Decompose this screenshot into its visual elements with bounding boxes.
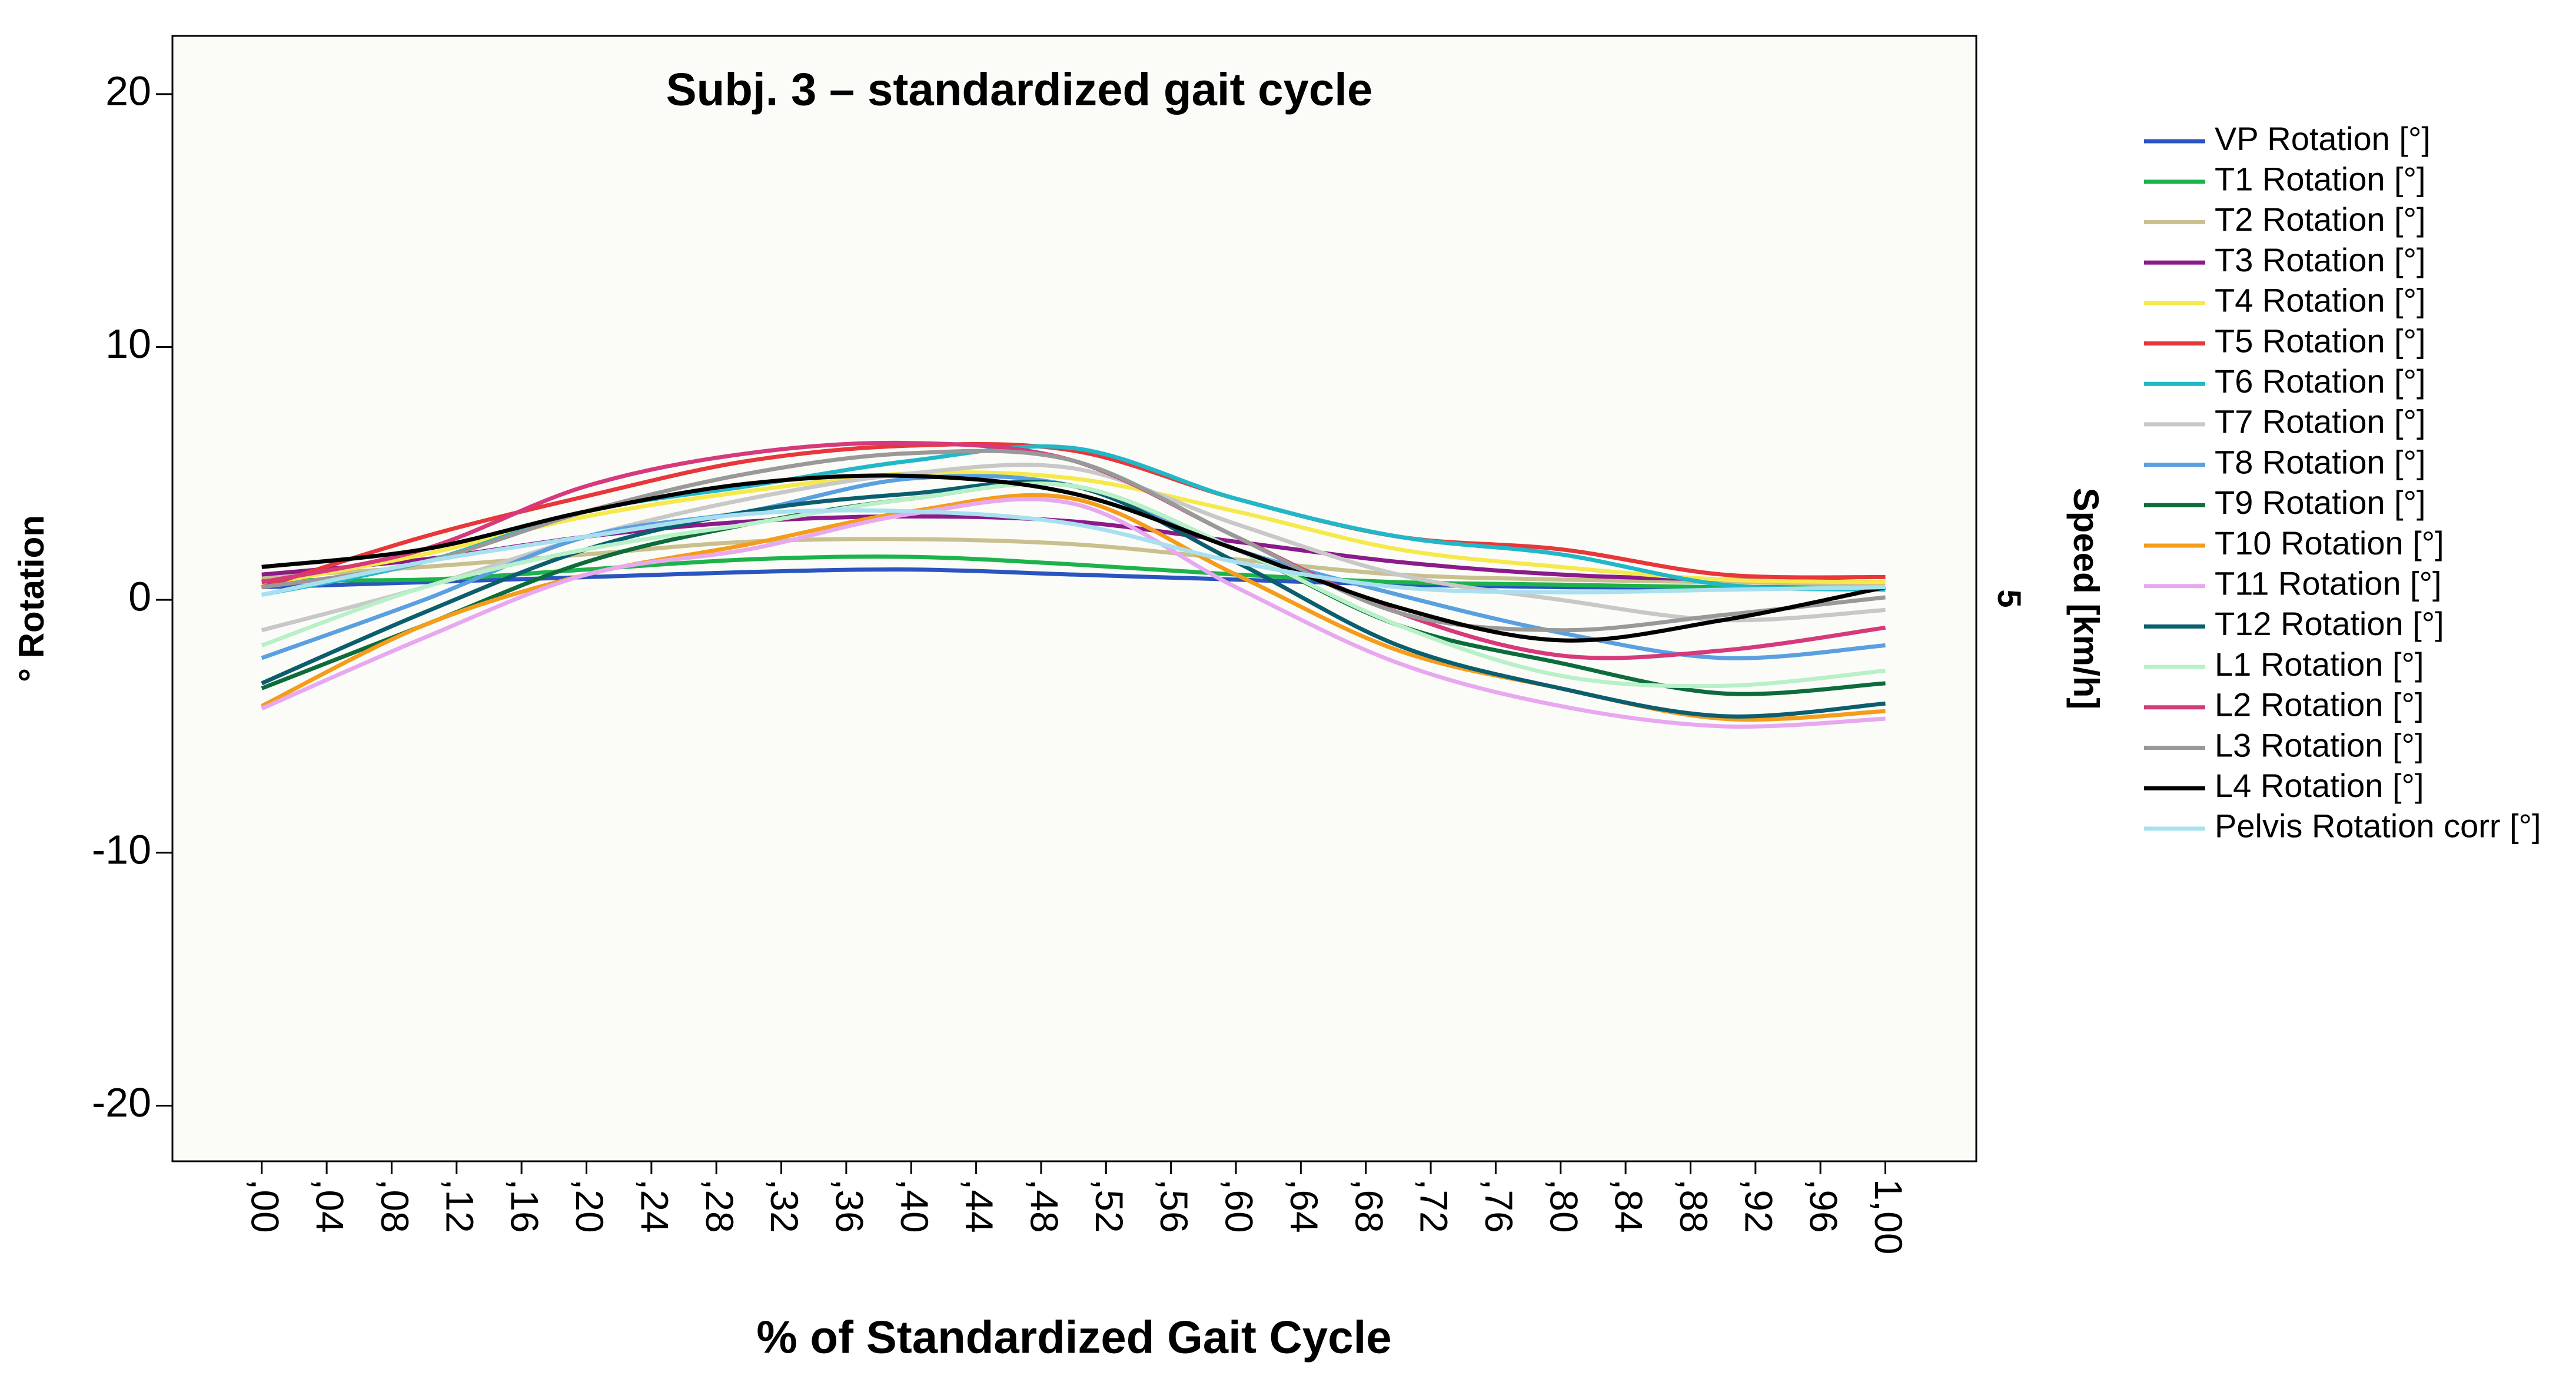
legend-label: T12 Rotation [°] bbox=[2215, 605, 2444, 642]
y-axis-label: ° Rotation bbox=[12, 515, 51, 682]
legend-label: T7 Rotation [°] bbox=[2215, 403, 2426, 440]
y-tick-label: -20 bbox=[92, 1079, 151, 1125]
y-tick-label: 0 bbox=[128, 574, 151, 620]
legend-label: T4 Rotation [°] bbox=[2215, 282, 2426, 319]
legend-label: L2 Rotation [°] bbox=[2215, 686, 2424, 723]
legend-label: T10 Rotation [°] bbox=[2215, 524, 2444, 562]
legend-label: T5 Rotation [°] bbox=[2215, 322, 2426, 359]
chart-title: Subj. 3 – standardized gait cycle bbox=[666, 64, 1373, 115]
x-tick-label: ,52 bbox=[1088, 1179, 1131, 1233]
x-tick-label: ,80 bbox=[1542, 1179, 1586, 1233]
series-line bbox=[261, 473, 1886, 643]
series-line bbox=[261, 449, 1886, 633]
series-line bbox=[261, 554, 1886, 590]
legend-label: T3 Rotation [°] bbox=[2215, 241, 2426, 278]
x-tick-label: ,04 bbox=[308, 1179, 352, 1233]
plot-area bbox=[171, 35, 1977, 1162]
x-tick-label: ,00 bbox=[243, 1179, 287, 1233]
x-tick-label: ,68 bbox=[1347, 1179, 1391, 1233]
legend-label: T2 Rotation [°] bbox=[2215, 201, 2426, 238]
y2-axis-label: Speed [km/h] bbox=[2066, 488, 2106, 710]
x-tick-label: ,44 bbox=[958, 1179, 1001, 1233]
x-tick-label: ,64 bbox=[1282, 1179, 1326, 1233]
legend-label: T9 Rotation [°] bbox=[2215, 484, 2426, 521]
legend-label: L1 Rotation [°] bbox=[2215, 646, 2424, 683]
x-tick-label: ,96 bbox=[1802, 1179, 1846, 1233]
x-tick-label: ,36 bbox=[827, 1179, 871, 1233]
y2-tick-label: 5 bbox=[1991, 589, 2028, 607]
series-line bbox=[261, 442, 1886, 590]
x-tick-label: ,16 bbox=[503, 1179, 547, 1233]
legend-label: T6 Rotation [°] bbox=[2215, 363, 2426, 400]
x-tick-label: ,60 bbox=[1218, 1179, 1261, 1233]
x-tick-label: ,24 bbox=[633, 1179, 676, 1233]
x-tick-label: ,84 bbox=[1607, 1179, 1651, 1233]
legend-label: T8 Rotation [°] bbox=[2215, 443, 2426, 480]
x-tick-label: ,88 bbox=[1672, 1179, 1716, 1233]
series-line bbox=[261, 508, 1886, 597]
x-tick-label: ,40 bbox=[893, 1179, 936, 1233]
legend-label: L4 Rotation [°] bbox=[2215, 767, 2424, 804]
x-tick-label: ,76 bbox=[1477, 1179, 1521, 1233]
legend-label: T1 Rotation [°] bbox=[2215, 160, 2426, 197]
x-tick-label: ,28 bbox=[698, 1179, 742, 1233]
legend-label: VP Rotation [°] bbox=[2215, 120, 2431, 157]
x-tick-label: ,32 bbox=[763, 1179, 806, 1233]
y-tick-label: -10 bbox=[92, 826, 151, 872]
x-tick-label: ,08 bbox=[373, 1179, 417, 1233]
x-axis-label: % of Standardized Gait Cycle bbox=[756, 1311, 1391, 1363]
x-tick-label: ,20 bbox=[568, 1179, 611, 1233]
x-tick-label: ,48 bbox=[1023, 1179, 1066, 1233]
x-tick-label: ,92 bbox=[1737, 1179, 1780, 1233]
y-tick-label: 20 bbox=[105, 68, 151, 114]
legend-label: T11 Rotation [°] bbox=[2215, 564, 2442, 602]
series-line bbox=[261, 481, 1886, 689]
series-line bbox=[261, 497, 1886, 729]
x-tick-label: ,12 bbox=[438, 1179, 481, 1233]
legend-label: L3 Rotation [°] bbox=[2215, 726, 2424, 763]
x-tick-label: ,56 bbox=[1152, 1179, 1196, 1233]
y-tick-label: 10 bbox=[105, 321, 151, 367]
x-tick-label: 1,00 bbox=[1867, 1179, 1910, 1254]
legend-label: Pelvis Rotation corr [°] bbox=[2215, 808, 2541, 845]
x-tick-label: ,72 bbox=[1412, 1179, 1456, 1233]
